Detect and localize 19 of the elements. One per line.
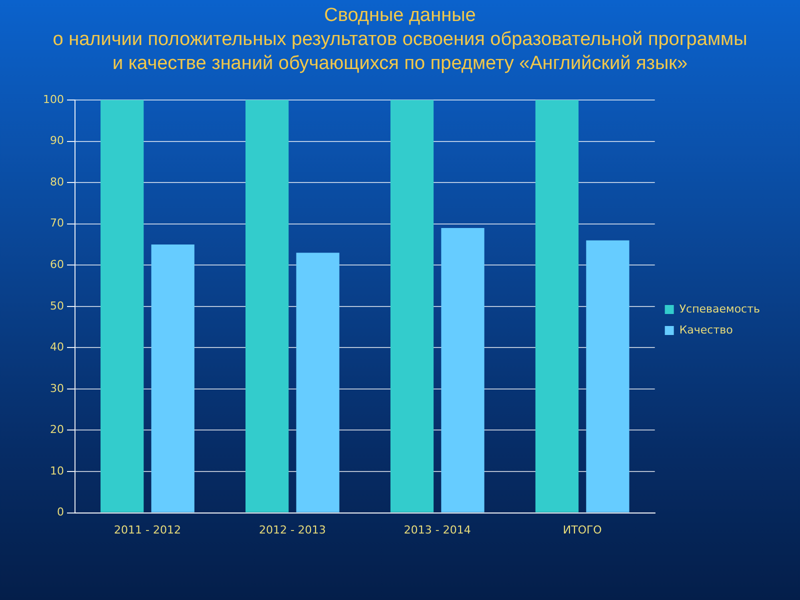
legend-label: Качество — [679, 323, 734, 336]
y-tick-label: 100 — [42, 92, 64, 106]
y-tick-label: 0 — [56, 506, 64, 519]
x-tick-label: 2011 - 2012 — [114, 523, 181, 536]
y-tick-label: 50 — [50, 299, 64, 312]
chart-subtitle: о наличии положительных результатов освоения образовательной программы и качестве знаний обучающихся по предмету «Английский язык» — [52, 28, 748, 76]
x-tick-label: 2013 - 2014 — [404, 523, 471, 536]
x-tick-label: 2012 - 2013 — [258, 523, 326, 536]
y-tick-label: 70 — [50, 216, 64, 230]
legend-label: Успеваемость — [679, 302, 760, 316]
y-tick-label: 60 — [50, 258, 64, 271]
y-tick-label: 30 — [50, 382, 64, 395]
y-tick-label: 40 — [50, 340, 64, 354]
y-tick-label: 80 — [50, 175, 64, 188]
y-tick-label: 20 — [50, 423, 64, 436]
y-tick-label: 10 — [50, 464, 64, 478]
chart-title: Сводные данные — [323, 4, 477, 28]
y-tick-label: 90 — [50, 134, 64, 148]
x-tick-label: ИТОГО — [562, 523, 602, 536]
